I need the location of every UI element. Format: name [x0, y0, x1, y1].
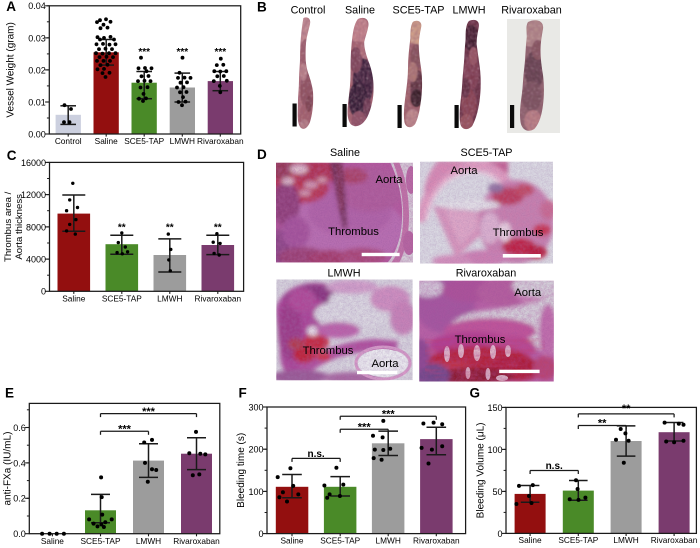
- svg-text:0.6: 0.6: [13, 423, 26, 433]
- svg-text:Rivaroxaban: Rivaroxaban: [413, 536, 460, 546]
- svg-text:**: **: [214, 223, 222, 234]
- svg-text:LMWH: LMWH: [613, 535, 638, 545]
- svg-text:SCE5-TAP: SCE5-TAP: [102, 293, 142, 303]
- svg-text:LMWH: LMWH: [328, 268, 361, 280]
- svg-text:LMWH: LMWH: [170, 136, 195, 146]
- svg-text:Saline: Saline: [62, 293, 85, 303]
- svg-text:***: ***: [142, 406, 156, 418]
- svg-text:Aorta: Aorta: [371, 358, 399, 370]
- svg-text:anti-FXa (IU/mL): anti-FXa (IU/mL): [3, 432, 14, 506]
- svg-text:SCE5-TAP: SCE5-TAP: [124, 136, 164, 146]
- svg-text:Rivaroxaban: Rivaroxaban: [197, 136, 244, 146]
- svg-text:150: 150: [487, 403, 502, 413]
- svg-text:n.s.: n.s.: [307, 449, 324, 460]
- svg-text:Rivaroxaban: Rivaroxaban: [195, 293, 242, 303]
- svg-text:Control: Control: [291, 5, 326, 17]
- svg-text:Vessel Weight (gram): Vessel Weight (gram): [6, 22, 17, 117]
- svg-text:SCE5-TAP: SCE5-TAP: [558, 535, 598, 545]
- svg-text:0.04: 0.04: [28, 1, 46, 11]
- svg-text:Aorta thickness: Aorta thickness: [14, 194, 25, 260]
- svg-text:0.00: 0.00: [28, 129, 46, 139]
- svg-text:SCE5-TAP: SCE5-TAP: [461, 147, 513, 159]
- svg-text:0.4: 0.4: [13, 458, 26, 468]
- svg-text:**: **: [622, 403, 631, 415]
- svg-text:Bleeding Volume (μL): Bleeding Volume (μL): [476, 422, 487, 518]
- svg-text:Saline: Saline: [41, 536, 64, 546]
- svg-text:0.01: 0.01: [28, 97, 46, 107]
- svg-text:B: B: [257, 0, 267, 15]
- svg-text:SCE5-TAP: SCE5-TAP: [81, 536, 121, 546]
- svg-text:Saline: Saline: [280, 536, 303, 546]
- svg-text:Rivaroxaban: Rivaroxaban: [501, 5, 562, 17]
- svg-text:Saline: Saline: [330, 147, 360, 159]
- svg-text:F: F: [239, 386, 247, 401]
- svg-text:Thrombus: Thrombus: [328, 226, 379, 238]
- svg-text:***: ***: [214, 47, 226, 58]
- svg-text:Saline: Saline: [345, 5, 375, 17]
- svg-text:LMWH: LMWH: [136, 536, 161, 546]
- svg-text:SCE5-TAP: SCE5-TAP: [393, 5, 445, 17]
- svg-text:Saline: Saline: [95, 136, 118, 146]
- svg-text:LMWH: LMWH: [453, 5, 486, 17]
- svg-text:D: D: [257, 147, 267, 162]
- svg-text:**: **: [118, 223, 126, 234]
- svg-text:100: 100: [487, 445, 502, 455]
- svg-text:Saline: Saline: [519, 535, 542, 545]
- svg-text:Control: Control: [55, 136, 82, 146]
- svg-text:Aorta: Aorta: [375, 174, 403, 186]
- svg-text:Bleeding time (s): Bleeding time (s): [236, 433, 247, 508]
- svg-text:0.03: 0.03: [28, 33, 46, 43]
- svg-text:n.s.: n.s.: [546, 461, 563, 472]
- svg-text:G: G: [470, 386, 481, 401]
- svg-text:200: 200: [248, 445, 263, 455]
- svg-text:Thrombus: Thrombus: [303, 345, 354, 357]
- svg-text:**: **: [166, 223, 174, 234]
- svg-text:Thrombus area /: Thrombus area /: [3, 191, 14, 262]
- svg-text:0: 0: [41, 287, 46, 297]
- svg-text:SCE5-TAP: SCE5-TAP: [320, 536, 360, 546]
- svg-text:E: E: [5, 386, 14, 401]
- svg-text:0.02: 0.02: [28, 65, 46, 75]
- svg-text:0: 0: [258, 529, 263, 539]
- svg-text:Rivaroxaban: Rivaroxaban: [651, 535, 698, 545]
- svg-text:Rivaroxaban: Rivaroxaban: [456, 268, 517, 280]
- svg-text:LMWH: LMWH: [376, 536, 401, 546]
- svg-text:LMWH: LMWH: [157, 293, 182, 303]
- svg-text:50: 50: [492, 487, 502, 497]
- svg-text:***: ***: [118, 424, 132, 436]
- svg-text:Thrombus: Thrombus: [455, 334, 506, 346]
- svg-text:100: 100: [248, 487, 263, 497]
- svg-text:***: ***: [382, 409, 396, 421]
- svg-text:0.2: 0.2: [13, 494, 26, 504]
- svg-text:8000: 8000: [26, 222, 46, 232]
- svg-text:300: 300: [248, 402, 263, 412]
- svg-text:Aorta: Aorta: [514, 287, 542, 299]
- svg-text:***: ***: [358, 422, 372, 434]
- svg-text:C: C: [7, 148, 17, 163]
- svg-text:Thrombus: Thrombus: [493, 227, 544, 239]
- svg-text:Aorta: Aorta: [450, 165, 478, 177]
- svg-text:0: 0: [497, 529, 502, 539]
- svg-text:***: ***: [138, 47, 150, 58]
- svg-text:***: ***: [176, 47, 188, 58]
- svg-text:0.0: 0.0: [13, 529, 26, 539]
- svg-text:4000: 4000: [26, 254, 46, 264]
- svg-text:**: **: [598, 418, 607, 430]
- svg-text:12000: 12000: [21, 190, 46, 200]
- svg-text:A: A: [6, 0, 16, 14]
- svg-text:Rivaroxaban: Rivaroxaban: [173, 536, 220, 546]
- svg-text:16000: 16000: [21, 158, 46, 168]
